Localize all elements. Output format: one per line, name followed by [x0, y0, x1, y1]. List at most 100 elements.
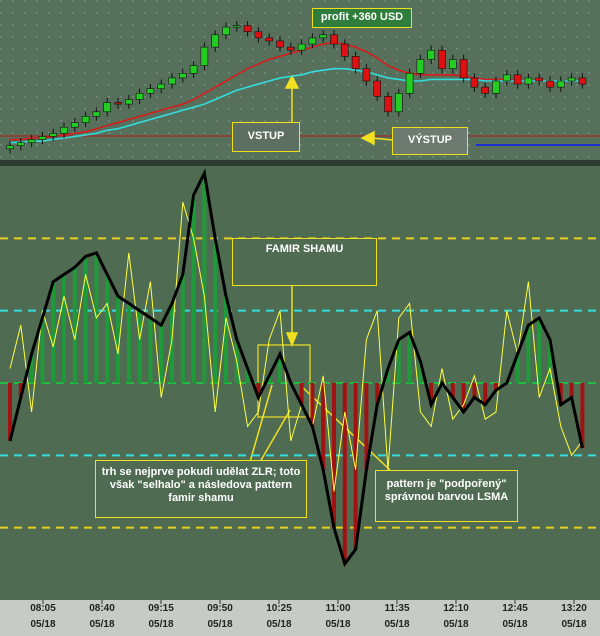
x-tick-date: 05/18 — [148, 619, 173, 630]
histogram-bar — [472, 383, 477, 398]
candle-body — [243, 25, 252, 33]
histogram-bar — [62, 274, 66, 383]
candle-body — [384, 96, 392, 113]
x-tick-label: 12:45 — [502, 603, 528, 614]
histogram-bar — [494, 383, 498, 391]
x-tick-label: 11:00 — [325, 603, 350, 614]
histogram-bar — [450, 383, 455, 398]
x-tick-date: 05/18 — [384, 619, 409, 630]
x-tick-label: 10:25 — [266, 603, 292, 614]
candle-body — [297, 43, 306, 51]
candle-body — [211, 34, 219, 48]
histogram-bar — [83, 256, 88, 383]
candle-body — [71, 122, 79, 128]
candle-body — [27, 139, 36, 143]
histogram-bar — [51, 281, 56, 383]
candle-body — [481, 86, 490, 94]
histogram-bar — [483, 383, 488, 405]
histogram-bar — [526, 325, 531, 383]
histogram-bar — [202, 173, 207, 383]
candle-body — [416, 59, 425, 74]
histogram-bar — [224, 296, 228, 383]
histogram-bar — [375, 383, 380, 405]
histogram-bar — [180, 274, 185, 383]
x-tick-date: 05/18 — [266, 619, 291, 630]
candle-body — [546, 80, 554, 88]
histogram-bar — [548, 339, 552, 383]
candle-body — [157, 83, 165, 90]
annotation: trh se nejprve pokudi udělat ZLR; toto v… — [95, 460, 307, 518]
candle-body — [233, 25, 241, 28]
candle-body — [168, 77, 176, 85]
candle-body — [351, 56, 360, 69]
candle-body — [200, 46, 209, 66]
x-tick-label: 12:10 — [443, 603, 469, 614]
candle-body — [535, 77, 544, 82]
x-tick-date: 05/18 — [207, 619, 232, 630]
candle-body — [502, 74, 511, 82]
x-tick-date: 05/18 — [89, 619, 114, 630]
x-tick-label: 09:15 — [148, 603, 174, 614]
histogram-bar — [8, 383, 12, 441]
candle-body — [394, 93, 403, 113]
histogram-bar — [321, 383, 326, 470]
histogram-bar — [418, 361, 423, 383]
candle-body — [362, 68, 371, 82]
candle-body — [567, 77, 576, 82]
oscillator-line — [8, 168, 584, 568]
histogram-bar — [105, 274, 110, 383]
candle-body — [556, 80, 565, 88]
histogram-bar — [126, 303, 131, 383]
histogram-bar — [256, 383, 261, 398]
candle-body — [222, 26, 230, 36]
histogram-bar — [580, 383, 585, 449]
x-tick-label: 13:20 — [561, 603, 587, 614]
histogram-bar — [461, 383, 466, 412]
x-tick-date: 05/18 — [30, 619, 55, 630]
candle-body — [81, 116, 90, 123]
candle-body — [427, 49, 436, 60]
histogram-bar — [342, 383, 347, 564]
histogram-bar — [515, 354, 520, 383]
moving-average — [10, 41, 583, 141]
candle-body — [405, 73, 414, 94]
candle-body — [276, 40, 284, 48]
candle-body — [492, 80, 500, 94]
candle-body — [189, 65, 198, 74]
histogram-bar — [40, 317, 45, 383]
highlight-box — [257, 344, 311, 418]
candle-body — [60, 126, 68, 134]
histogram-bar — [386, 368, 390, 383]
histogram-bar — [396, 339, 401, 383]
histogram-bar — [332, 383, 336, 528]
candle-body — [308, 37, 317, 45]
candle-body — [373, 80, 382, 97]
histogram-bar — [170, 303, 174, 383]
candle-body — [459, 59, 468, 79]
candle-body — [16, 142, 25, 146]
candle-body — [114, 102, 122, 105]
candle-body — [254, 31, 263, 39]
histogram-bar — [569, 383, 574, 398]
histogram-bar — [245, 368, 250, 383]
candle-body — [92, 111, 101, 117]
candle-body — [438, 49, 446, 69]
candle-body — [286, 46, 295, 51]
histogram-bar — [213, 238, 218, 383]
x-tick-date: 05/18 — [561, 619, 586, 630]
candle-body — [135, 93, 144, 100]
x-tick-label: 09:50 — [207, 603, 233, 614]
separator — [0, 160, 600, 166]
annotation: VSTUP — [232, 122, 300, 152]
candle-body — [6, 145, 14, 150]
annotation: pattern je "podpořený" správnou barvou L… — [375, 470, 518, 522]
candle-body — [103, 102, 111, 113]
candle-body — [49, 133, 58, 137]
histogram-bar — [407, 332, 412, 383]
time-axis — [0, 600, 600, 636]
x-tick-date: 05/18 — [443, 619, 468, 630]
candle-body — [513, 74, 522, 85]
x-tick-label: 08:05 — [30, 603, 56, 614]
histogram-bar — [159, 325, 164, 383]
